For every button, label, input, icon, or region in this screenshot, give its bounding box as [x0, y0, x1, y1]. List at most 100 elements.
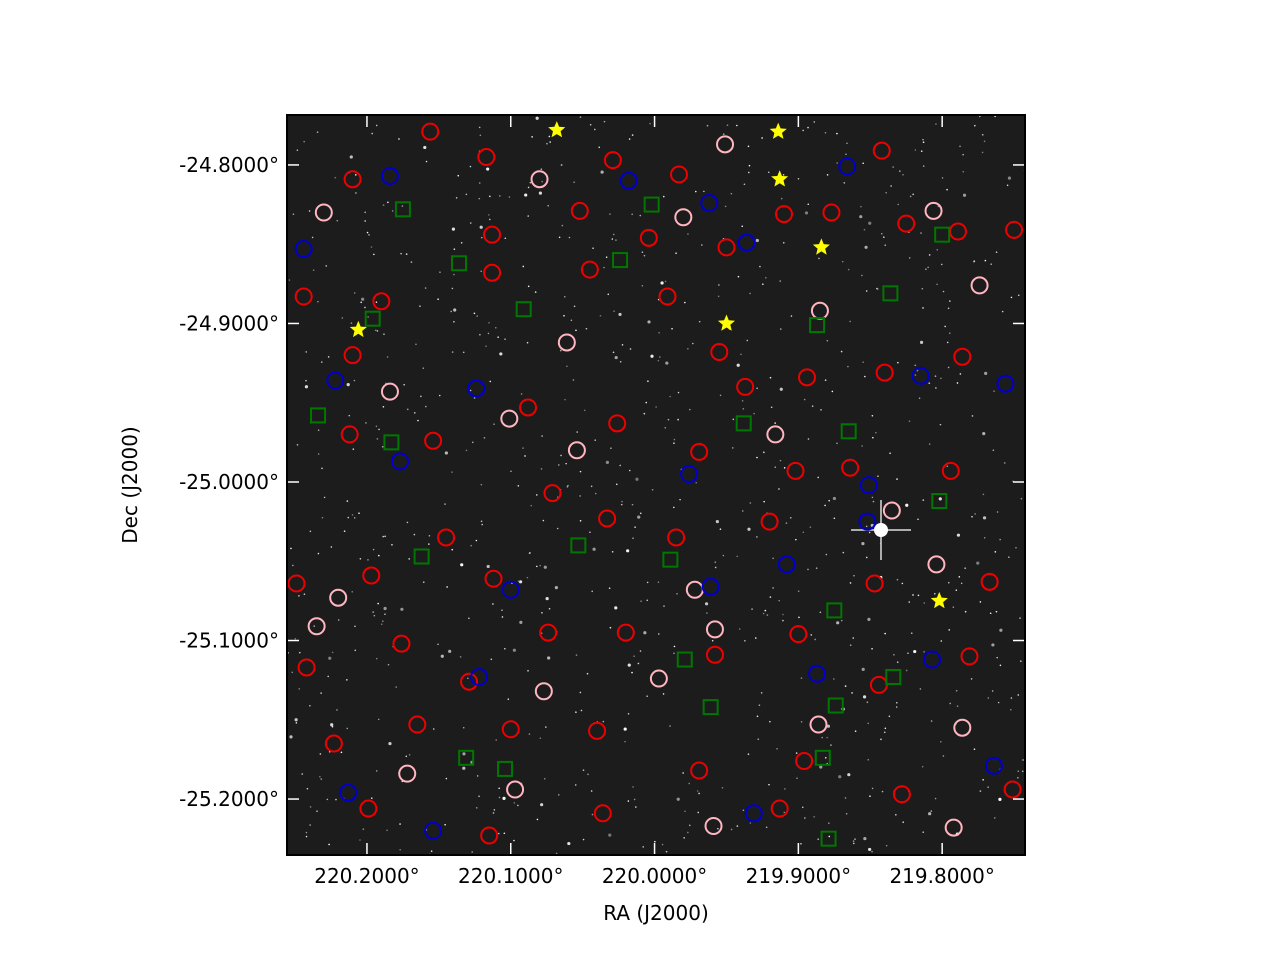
- x-tick-label: 220.1000°: [458, 864, 563, 888]
- background-star: [467, 677, 469, 680]
- background-star: [626, 549, 630, 553]
- background-star: [867, 758, 870, 761]
- source-square: [934, 226, 951, 243]
- background-star: [539, 564, 541, 567]
- background-star: [1017, 294, 1020, 297]
- background-star: [440, 654, 444, 658]
- background-star: [996, 511, 999, 513]
- background-star: [522, 447, 524, 449]
- background-star: [478, 795, 480, 798]
- background-star: [545, 597, 549, 601]
- background-star: [766, 614, 769, 616]
- source-circle: [460, 672, 479, 691]
- source-circle: [307, 617, 326, 636]
- background-star: [675, 252, 677, 254]
- background-star: [469, 165, 472, 168]
- background-star: [714, 566, 717, 569]
- source-circle: [437, 528, 456, 547]
- background-star: [762, 283, 764, 286]
- background-star: [540, 803, 544, 807]
- source-circle: [588, 721, 607, 740]
- source-circle: [1005, 220, 1024, 239]
- background-star: [413, 533, 416, 536]
- background-star: [664, 280, 667, 283]
- background-star: [330, 546, 333, 548]
- background-star: [353, 517, 356, 519]
- background-star: [872, 436, 874, 439]
- background-star: [824, 756, 827, 759]
- background-star: [351, 590, 354, 593]
- background-star: [451, 287, 454, 290]
- background-star: [769, 376, 772, 379]
- background-star: [883, 731, 886, 734]
- x-tick-label: 219.9000°: [746, 864, 851, 888]
- background-star: [908, 601, 911, 603]
- background-star: [591, 590, 594, 593]
- background-star: [289, 735, 293, 739]
- source-square: [450, 255, 467, 272]
- background-star: [828, 835, 831, 838]
- background-star: [976, 561, 980, 565]
- background-star: [896, 478, 898, 480]
- background-star: [714, 561, 717, 563]
- background-star: [888, 715, 891, 718]
- background-star: [526, 341, 529, 344]
- background-star: [782, 613, 784, 616]
- background-star: [885, 191, 887, 194]
- source-circle: [483, 263, 502, 282]
- source-circle: [380, 167, 399, 186]
- background-star: [522, 265, 525, 268]
- background-star: [536, 818, 539, 821]
- background-star: [377, 718, 380, 721]
- background-star: [908, 257, 911, 259]
- background-star: [488, 218, 491, 221]
- background-star: [778, 488, 780, 490]
- source-circle: [392, 634, 411, 653]
- background-star: [940, 640, 943, 642]
- background-star: [486, 167, 490, 171]
- background-star: [590, 790, 593, 792]
- background-star: [619, 360, 622, 363]
- source-circle: [897, 214, 916, 233]
- source-square: [827, 697, 844, 714]
- background-star: [864, 245, 868, 249]
- background-star: [844, 797, 847, 799]
- background-star: [415, 343, 417, 346]
- background-star: [327, 675, 329, 678]
- background-star: [480, 520, 483, 523]
- background-star: [677, 418, 679, 421]
- background-star: [478, 197, 481, 200]
- background-star: [381, 445, 384, 448]
- source-circle: [639, 228, 658, 247]
- background-star: [807, 438, 810, 440]
- background-star: [818, 257, 820, 260]
- background-star: [386, 356, 389, 358]
- background-star: [480, 270, 483, 273]
- background-star: [558, 236, 561, 239]
- background-star: [575, 329, 577, 332]
- background-star: [660, 281, 664, 285]
- background-star: [631, 134, 634, 136]
- source-circle: [534, 682, 553, 701]
- background-star: [795, 752, 798, 754]
- background-star: [540, 468, 543, 470]
- background-star: [865, 556, 868, 559]
- background-star: [331, 725, 334, 728]
- background-star: [1008, 556, 1010, 558]
- background-star: [399, 848, 401, 851]
- background-star: [608, 587, 611, 590]
- background-star: [321, 467, 323, 470]
- background-star: [899, 170, 901, 172]
- background-star: [403, 383, 405, 386]
- source-star: [812, 238, 830, 255]
- background-star: [304, 385, 309, 389]
- background-star: [998, 797, 1002, 801]
- background-star: [621, 344, 624, 346]
- background-star: [836, 132, 838, 135]
- source-star: [548, 121, 566, 138]
- background-star: [517, 485, 520, 487]
- background-star: [306, 787, 309, 790]
- background-star: [901, 582, 904, 585]
- background-star: [684, 810, 686, 813]
- source-circle: [580, 260, 599, 279]
